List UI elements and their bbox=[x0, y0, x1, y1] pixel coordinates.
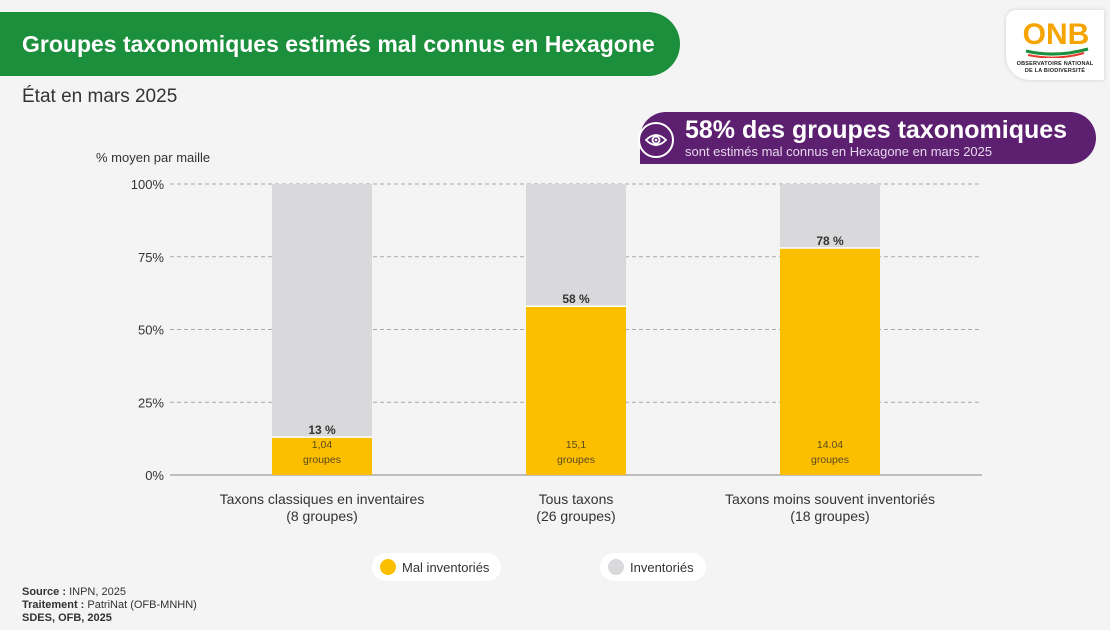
title-banner: Groupes taxonomiques estimés mal connus … bbox=[0, 12, 680, 76]
y-tick-labels: 0% 25% 50% 75% 100% bbox=[131, 177, 165, 483]
footer-treatment: Traitement : PatriNat (OFB-MNHN) bbox=[22, 599, 197, 611]
bar-mal-inventories bbox=[780, 248, 880, 475]
key-figure-callout: 58% des groupes taxonomiques sont estimé… bbox=[638, 112, 1096, 164]
bar-value-label: 78 % bbox=[816, 234, 844, 248]
bar-inventories bbox=[780, 184, 880, 249]
bar-inner-unit: groupes bbox=[811, 454, 849, 466]
x-category-labels: Taxons classiques en inventaires(8 group… bbox=[220, 491, 935, 524]
onb-logo: ONB OBSERVATOIRE NATIONAL DE LA BIODIVER… bbox=[1006, 10, 1104, 80]
bar-mal-inventories bbox=[272, 437, 372, 475]
logo-letters: ONB bbox=[1023, 18, 1090, 51]
bar-inventories bbox=[526, 184, 626, 307]
treatment-value: PatriNat (OFB-MNHN) bbox=[87, 599, 197, 611]
y-tick-label: 0% bbox=[145, 468, 164, 483]
x-tick-label: Tous taxons bbox=[539, 491, 614, 507]
bar-inner-count: 1,04 bbox=[312, 439, 333, 451]
legend-label: Mal inventoriés bbox=[402, 559, 490, 575]
page-subtitle: État en mars 2025 bbox=[22, 86, 178, 107]
source-value: INPN, 2025 bbox=[69, 586, 126, 598]
legend-item-mal-inventories: Mal inventoriés bbox=[372, 553, 502, 581]
logo-line-2: DE LA BIODIVERSITÉ bbox=[1024, 68, 1086, 74]
onb-logo-icon: ONB bbox=[1023, 18, 1090, 58]
page-title: Groupes taxonomiques estimés mal connus … bbox=[22, 30, 655, 57]
legend-swatch-yellow bbox=[380, 559, 396, 575]
bar-inner-count: 15,1 bbox=[566, 439, 587, 451]
legend-label: Inventoriés bbox=[630, 559, 694, 575]
legend-item-inventories: Inventoriés bbox=[600, 553, 706, 581]
callout-text: sont estimés mal connus en Hexagone en m… bbox=[685, 144, 993, 159]
x-tick-label: (8 groupes) bbox=[286, 508, 358, 524]
callout-headline: 58% des groupes taxonomiques bbox=[685, 116, 1068, 144]
x-tick-label: Taxons classiques en inventaires bbox=[220, 491, 425, 507]
bar-inner-unit: groupes bbox=[557, 454, 595, 466]
bar-inventories bbox=[272, 184, 372, 438]
bar-mal-inventories bbox=[526, 306, 626, 475]
x-tick-label: (26 groupes) bbox=[536, 508, 615, 524]
logo-line-1: OBSERVATOIRE NATIONAL bbox=[1016, 61, 1094, 67]
legend-swatch-grey bbox=[608, 559, 624, 575]
y-tick-label: 100% bbox=[131, 177, 165, 192]
source-label: Source : bbox=[22, 586, 67, 598]
bar-value-label: 58 % bbox=[562, 292, 590, 306]
treatment-label: Traitement : bbox=[22, 599, 85, 611]
y-tick-label: 75% bbox=[138, 250, 164, 265]
bar-inner-unit: groupes bbox=[303, 454, 341, 466]
x-tick-label: Taxons moins souvent inventoriés bbox=[725, 491, 935, 507]
y-tick-label: 25% bbox=[138, 395, 164, 410]
bar-inner-count: 14.04 bbox=[817, 439, 843, 451]
bar-value-label: 13 % bbox=[308, 423, 336, 437]
y-axis-label: % moyen par maille bbox=[96, 150, 211, 165]
x-tick-label: (18 groupes) bbox=[790, 508, 869, 524]
bars: 13 % 1,04 groupes 58 % 15,1 groupes 78 % 14.04 g… bbox=[272, 184, 880, 475]
credit: SDES, OFB, 2025 bbox=[22, 612, 112, 624]
footer-source: Source : INPN, 2025 bbox=[22, 586, 126, 598]
footer-credit: SDES, OFB, 2025 bbox=[22, 612, 112, 624]
y-tick-label: 50% bbox=[138, 323, 164, 338]
eye-icon bbox=[638, 122, 674, 158]
